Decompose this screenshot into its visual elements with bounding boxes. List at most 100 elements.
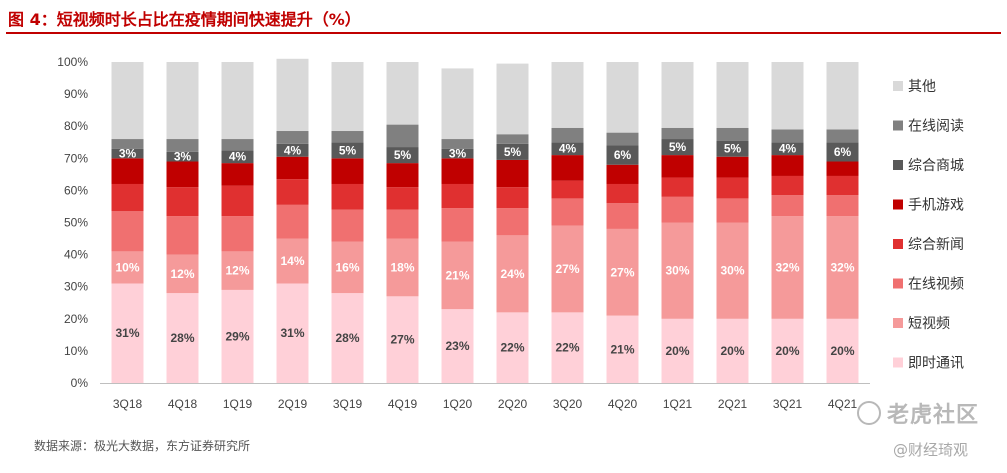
bar-segment [496, 143, 529, 160]
bar-segment [716, 62, 749, 128]
bar-segment [716, 156, 749, 178]
bars: 31% 10% 3% 28% 12% 3% 29% 12% 4% 31% 14% 4% 28% 16% 5%… [111, 58, 859, 383]
bar-segment [276, 143, 309, 157]
legend-swatch [893, 278, 903, 289]
legend-label: 其他 [908, 79, 936, 95]
bar-segment [111, 158, 144, 184]
bar-stack-3Q19: 28% 16% 5% [331, 62, 364, 383]
data-label: 30% [720, 264, 744, 278]
bar-segment [221, 216, 254, 252]
bar-segment [441, 139, 474, 149]
bar-segment [331, 131, 364, 143]
y-tick-label: 40% [64, 248, 88, 262]
legend-item: 即时通讯 [893, 356, 964, 372]
bar-segment [661, 62, 694, 128]
bar-segment [661, 127, 694, 140]
bar-segment [771, 142, 804, 156]
bar-segment [276, 238, 309, 284]
bar-segment [166, 293, 199, 383]
data-label: 3% [174, 150, 192, 164]
y-tick-label: 70% [64, 151, 88, 165]
data-label: 5% [394, 148, 412, 162]
bar-segment [551, 225, 584, 313]
x-tick-label: 2Q21 [718, 397, 748, 411]
legend-item: 手机游戏 [893, 198, 964, 214]
data-label: 5% [504, 145, 522, 159]
bar-segment [166, 161, 199, 188]
bar-segment [331, 183, 364, 210]
legend-item: 其他 [893, 79, 936, 95]
bar-segment [661, 177, 694, 197]
bar-segment [386, 147, 419, 164]
data-label: 6% [834, 145, 852, 159]
watermark-author: @财经琦观 [893, 441, 969, 459]
bar-segment [221, 163, 254, 186]
bar-segment [441, 208, 474, 242]
data-label: 20% [665, 344, 689, 358]
bar-segment [771, 175, 804, 196]
data-label: 31% [280, 326, 304, 340]
bar-segment [111, 62, 144, 140]
bar-segment [771, 216, 804, 319]
y-axis: 0% 10% 20% 30% 40% 50% 60% 70% 80% 90% 100% [57, 55, 88, 390]
y-tick-label: 50% [64, 216, 88, 230]
bar-segment [331, 293, 364, 383]
y-tick-label: 60% [64, 183, 88, 197]
data-label: 24% [500, 267, 524, 281]
y-tick-label: 100% [57, 55, 88, 69]
bar-segment [826, 318, 859, 383]
bar-segment [276, 58, 309, 132]
bar-segment [716, 177, 749, 199]
data-label: 4% [229, 150, 247, 164]
bar-segment [606, 203, 639, 229]
bar-segment [111, 148, 144, 159]
watermark-tiger-community: 老虎社区 [857, 397, 979, 429]
bar-segment [276, 283, 309, 383]
data-label: 30% [665, 264, 689, 278]
bar-segment [386, 187, 419, 210]
bar-segment [551, 180, 584, 199]
x-tick-label: 1Q19 [223, 397, 253, 411]
bar-segment [606, 183, 639, 204]
bar-segment [111, 283, 144, 383]
legend-swatch [893, 160, 903, 170]
x-tick-label: 4Q21 [828, 397, 858, 411]
data-label: 6% [614, 148, 632, 162]
legend-item: 短视频 [893, 316, 950, 332]
data-label: 28% [335, 331, 359, 345]
bar-segment [386, 209, 419, 239]
bar-segment [606, 132, 639, 146]
data-label: 29% [225, 329, 249, 343]
bar-segment [661, 196, 694, 223]
data-label: 3% [119, 146, 137, 160]
x-tick-label: 4Q20 [608, 397, 638, 411]
title-underline [6, 32, 1001, 34]
bar-segment [331, 209, 364, 242]
bar-segment [496, 312, 529, 383]
data-source-note: 数据来源：极光大数据，东方证券研究所 [34, 439, 251, 453]
legend-swatch [893, 318, 903, 328]
y-tick-label: 0% [71, 376, 89, 390]
bar-segment [826, 216, 859, 319]
data-label: 12% [170, 267, 194, 281]
bar-segment [551, 62, 584, 128]
legend-label: 即时通讯 [908, 356, 964, 372]
bar-stack-3Q20: 22% 27% 4% [551, 62, 584, 383]
data-label: 3% [449, 146, 467, 160]
bar-stack-4Q20: 21% 27% 6% [606, 62, 639, 383]
data-label: 14% [280, 254, 304, 268]
bar-segment [716, 198, 749, 223]
x-tick-label: 3Q20 [553, 397, 583, 411]
bar-stack-2Q20: 22% 24% 5% [496, 63, 529, 383]
bar-segment [111, 251, 144, 284]
bar-segment [166, 216, 199, 255]
x-axis: 3Q18 4Q18 1Q19 2Q19 3Q19 4Q19 1Q20 2Q20 3Q20 4Q20… [100, 383, 870, 411]
data-label: 4% [284, 143, 302, 157]
bar-segment [441, 68, 474, 140]
data-label: 20% [720, 344, 744, 358]
data-label: 10% [115, 260, 139, 274]
data-label: 20% [830, 344, 854, 358]
bar-segment [496, 235, 529, 313]
bar-segment [441, 183, 474, 209]
